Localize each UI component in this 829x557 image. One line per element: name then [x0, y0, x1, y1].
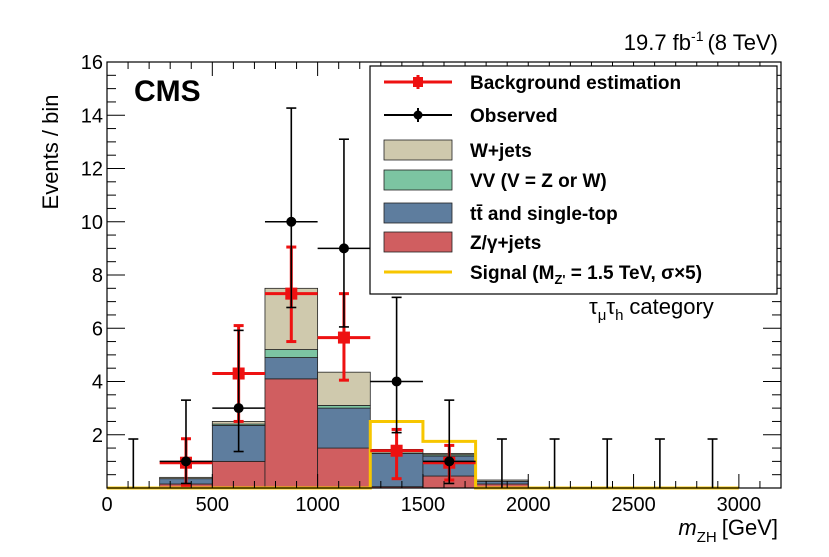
- x-tick-label-2500: 2500: [611, 494, 656, 516]
- legend-label-observed: Observed: [470, 106, 558, 127]
- legend: Background estimation Observed W+jets VV…: [369, 65, 778, 295]
- bar-series0-bin2: [211, 460, 266, 489]
- legend-label-wjets: W+jets: [470, 141, 532, 162]
- legend-signal: Signal (MZ' = 1.5 TeV, σ×5): [384, 263, 702, 287]
- legend-wjets: W+jets: [383, 139, 532, 162]
- luminosity-label: 19.7 fb-1 (8 TeV): [624, 28, 778, 55]
- legend-label-zjets: Z/γ+jets: [470, 233, 541, 254]
- obs-marker-3: [286, 216, 297, 227]
- bar-series1-bin4: [317, 407, 371, 449]
- bar-series1-bin3: [264, 357, 319, 380]
- y-tick-label-4: 4: [92, 372, 103, 394]
- obs-marker-4: [338, 243, 349, 254]
- legend-ttbar: tt̄ and single-top: [383, 202, 618, 225]
- legend-label-vv: VV (V = Z or W): [470, 171, 607, 192]
- x-tick-label-3000: 3000: [717, 494, 762, 516]
- y-tick-label-10: 10: [81, 212, 103, 234]
- x-tick-label-500: 500: [196, 494, 229, 516]
- legend-swatch-wjets: [383, 139, 453, 161]
- legend-swatch-ttbar: [383, 202, 453, 224]
- experiment-label: CMS: [134, 75, 201, 108]
- y-tick-label-8: 8: [92, 265, 103, 287]
- bkg-marker-3: [337, 331, 350, 344]
- legend-zjets: Z/γ+jets: [383, 231, 541, 254]
- y-tick-label-6: 6: [92, 318, 103, 340]
- obs-marker-5: [391, 376, 402, 387]
- x-axis-title: mZH [GeV]: [678, 515, 778, 546]
- legend-label-background-estimation: Background estimation: [470, 73, 681, 94]
- x-tick-label-2000: 2000: [506, 494, 551, 516]
- x-tick-label-1000: 1000: [295, 494, 340, 516]
- observed-points: [128, 107, 718, 488]
- bar-series0-bin3: [264, 378, 319, 489]
- legend-bkg-marker: [413, 77, 423, 87]
- x-tick-label-0: 0: [101, 494, 112, 516]
- legend-label-signal: Signal (MZ' = 1.5 TeV, σ×5): [470, 263, 702, 287]
- legend-observed: Observed: [384, 106, 558, 127]
- category-label: τμτh category: [589, 294, 714, 324]
- legend-swatch-zjets: [383, 231, 453, 253]
- legend-background-estimation: Background estimation: [384, 73, 681, 94]
- obs-marker-1: [180, 456, 191, 467]
- y-tick-label-16: 16: [81, 52, 103, 74]
- legend-vv: VV (V = Z or W): [383, 169, 607, 192]
- y-tick-label-12: 12: [81, 159, 103, 181]
- bkg-marker-4: [390, 444, 403, 457]
- legend-obs-marker: [413, 110, 423, 120]
- x-tick-label-1500: 1500: [401, 494, 446, 516]
- y-axis-title: Events / bin: [38, 95, 63, 210]
- bar-series0-bin4: [317, 447, 371, 489]
- y-tick-label-2: 2: [92, 425, 103, 447]
- y-tick-label-14: 14: [81, 105, 103, 127]
- obs-marker-2: [233, 403, 244, 414]
- obs-marker-6: [444, 456, 455, 467]
- bar-series2-bin3: [264, 349, 319, 358]
- legend-label-ttbar: tt̄ and single-top: [470, 204, 618, 225]
- legend-swatch-vv: [383, 169, 453, 191]
